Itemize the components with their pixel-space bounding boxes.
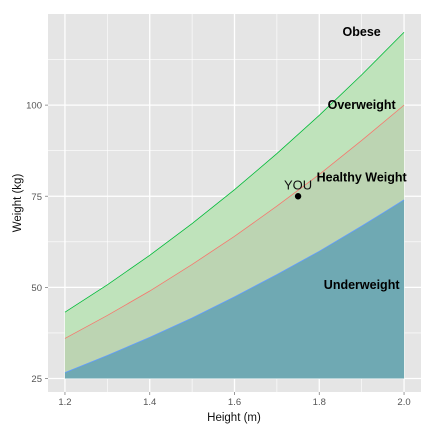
y-tick-label: 50: [31, 283, 42, 294]
you-point: [294, 193, 302, 200]
x-axis-title: Height (m): [207, 412, 261, 424]
area-underweight: [64, 199, 405, 379]
x-tick-label: 1.6: [228, 397, 241, 408]
axes: 1.2 1.4 1.6 1.8 2.0 25 50 75 100: [26, 101, 411, 408]
x-tick-label: 1.2: [58, 397, 71, 408]
zone-labels: Underweight Healthy Weight Overweight Obese: [317, 25, 408, 292]
boundary-lines: [64, 31, 405, 374]
line-healthy: [64, 104, 405, 339]
y-tick-label: 25: [31, 374, 42, 385]
y-axis-title: Weight (kg): [12, 174, 24, 233]
zone-fills: [64, 32, 405, 379]
y-tick-label: 100: [26, 101, 42, 112]
x-tick-label: 1.4: [143, 397, 156, 408]
x-tick-label: 1.8: [313, 397, 326, 408]
zone-label: Obese: [343, 25, 381, 39]
zone-label: Underweight: [324, 278, 401, 292]
line-overweight: [64, 31, 405, 313]
y-tick-label: 75: [31, 192, 42, 203]
line-underweight: [64, 199, 405, 374]
you-label: YOU: [284, 177, 312, 192]
you-marker-group: YOU: [284, 177, 312, 200]
x-tick-label: 2.0: [397, 397, 410, 408]
zone-label: Healthy Weight: [317, 171, 408, 185]
zone-label: Overweight: [328, 98, 397, 112]
